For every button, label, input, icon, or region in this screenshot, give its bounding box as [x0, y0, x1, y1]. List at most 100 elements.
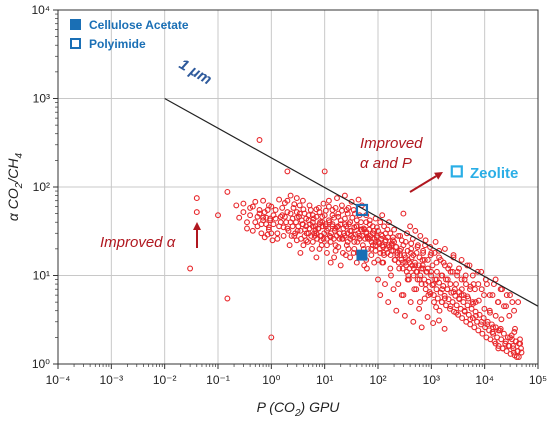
data-point: [288, 232, 295, 239]
data-point: [490, 330, 497, 337]
data-point: [518, 349, 525, 356]
data-point: [445, 296, 452, 303]
data-point: [240, 209, 247, 216]
data-point: [337, 262, 344, 269]
data-point: [410, 272, 417, 279]
data-point: [320, 200, 327, 207]
data-point: [433, 304, 440, 311]
data-point: [377, 292, 384, 299]
data-point: [284, 209, 291, 216]
arrow-improved-alpha-and-p-shaft: [409, 175, 437, 193]
data-point: [291, 232, 298, 239]
data-point: [424, 314, 431, 320]
y-tick-label: 10²: [33, 180, 50, 194]
data-point: [382, 238, 389, 245]
data-point: [395, 281, 402, 288]
data-point: [299, 197, 306, 204]
data-point: [323, 249, 330, 256]
data-point: [417, 272, 424, 279]
data-point: [345, 221, 352, 228]
data-point: [298, 235, 304, 242]
data-point: [370, 230, 376, 237]
data-point: [455, 311, 462, 318]
data-point: [441, 325, 448, 332]
data-point: [359, 242, 366, 249]
data-point: [460, 292, 467, 299]
data-point: [233, 202, 240, 209]
data-point: [420, 265, 426, 272]
x-tick-label: 10⁻³: [99, 373, 123, 387]
data-point: [431, 249, 438, 256]
data-point: [431, 299, 437, 306]
data-point: [489, 292, 496, 299]
data-point: [193, 195, 200, 202]
data-point: [252, 198, 259, 205]
data-point: [264, 207, 271, 213]
data-point: [236, 214, 243, 221]
data-point: [398, 237, 405, 244]
data-point: [270, 221, 277, 228]
data-point: [374, 232, 381, 239]
data-point: [412, 262, 419, 269]
data-point: [325, 197, 332, 204]
data-point: [254, 223, 261, 230]
data-point: [451, 286, 458, 293]
data-point: [405, 256, 412, 263]
cellulose-acetate-marker: [356, 249, 368, 261]
data-point: [491, 338, 498, 345]
data-point: [434, 295, 441, 302]
data-point: [465, 311, 472, 318]
data-point: [447, 305, 453, 312]
data-point: [471, 286, 478, 293]
data-point: [451, 308, 457, 315]
legend-marker-cellulose-acetate: [70, 19, 81, 30]
data-point: [503, 292, 510, 299]
data-point: [407, 299, 414, 306]
data-point: [412, 227, 419, 234]
legend-label-polyimide: Polyimide: [89, 37, 146, 51]
data-point: [479, 330, 486, 337]
data-point: [469, 315, 476, 322]
data-point: [323, 235, 330, 242]
data-point: [428, 272, 435, 279]
data-point: [327, 238, 334, 245]
data-point: [379, 259, 386, 266]
data-point: [268, 203, 275, 210]
data-point: [424, 268, 430, 275]
polyimide-marker: [355, 203, 369, 217]
zeolite-label: Zeolite: [470, 165, 518, 182]
data-point: [467, 283, 474, 290]
data-point: [249, 227, 256, 234]
data-point: [284, 197, 291, 204]
data-point: [328, 230, 335, 237]
data-point: [471, 324, 478, 331]
data-point: [463, 318, 470, 325]
data-point: [349, 214, 356, 221]
data-point: [449, 299, 456, 306]
zeolite-marker: [450, 165, 463, 178]
data-point: [384, 226, 391, 233]
data-point: [247, 212, 254, 219]
data-point: [280, 232, 287, 239]
data-point: [501, 303, 507, 310]
y-tick-label: 10³: [33, 92, 50, 106]
data-point: [425, 278, 432, 285]
data-point: [268, 334, 275, 341]
data-point: [263, 221, 270, 228]
x-tick-label: 10⁴: [475, 373, 494, 387]
data-point: [296, 213, 302, 220]
data-point: [375, 256, 381, 263]
data-point: [401, 312, 408, 319]
data-point: [272, 215, 279, 222]
data-point: [440, 259, 447, 266]
data-point: [474, 318, 480, 325]
annotation-improved-alpha: Improved α: [100, 234, 176, 251]
x-tick-label: 10⁻²: [153, 373, 177, 387]
data-point: [309, 219, 316, 226]
data-point: [500, 330, 507, 337]
data-point: [294, 227, 301, 234]
data-point: [321, 168, 328, 175]
x-tick-label: 10⁻¹: [206, 373, 230, 387]
data-point: [404, 230, 410, 237]
data-point: [304, 238, 311, 245]
